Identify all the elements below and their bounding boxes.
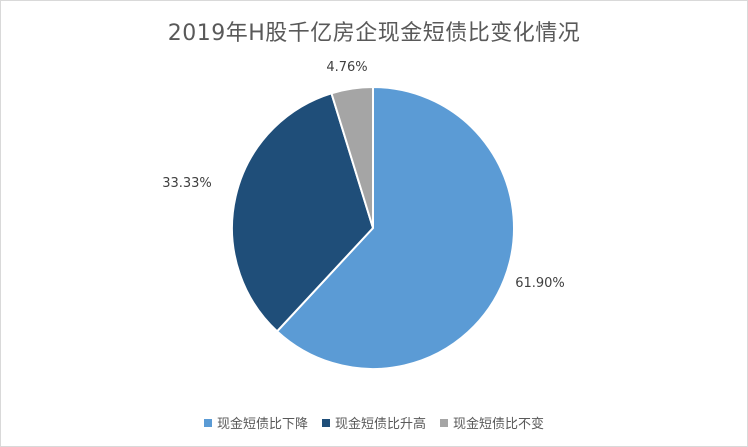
- data-label: 33.33%: [162, 176, 212, 191]
- chart-title: 2019年H股千亿房企现金短债比变化情况: [167, 21, 581, 46]
- legend-label: 现金短债比不变: [453, 417, 545, 432]
- data-label: 61.90%: [515, 276, 565, 291]
- slice-decrease: [275, 85, 515, 370]
- chart-legend: 现金短债比下降 现金短债比升高 现金短债比不变: [1, 413, 747, 432]
- legend-swatch: [321, 418, 330, 427]
- legend-item-decrease: 现金短债比下降: [203, 413, 308, 432]
- legend-item-unchanged: 现金短债比不变: [440, 413, 544, 432]
- pie-data-labels: 61.90% 33.33% 4.76%: [162, 60, 565, 291]
- slice-unchanged: [330, 85, 374, 229]
- legend-swatch: [203, 418, 212, 427]
- legend-swatch: [440, 418, 448, 427]
- legend-label: 现金短债比下降: [216, 417, 308, 432]
- slice-increase: [231, 92, 375, 333]
- pie-slices: [231, 85, 515, 370]
- legend-label: 现金短债比升高: [334, 417, 426, 432]
- data-label: 4.76%: [326, 60, 367, 75]
- legend-item-increase: 现金短债比升高: [321, 413, 426, 432]
